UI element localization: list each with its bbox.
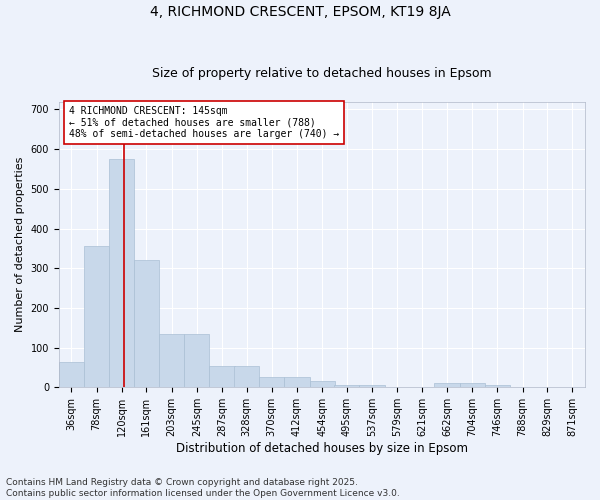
Bar [334,386,359,388]
Bar [134,260,159,388]
Title: Size of property relative to detached houses in Epsom: Size of property relative to detached ho… [152,66,492,80]
Bar [310,382,335,388]
Bar [234,366,259,388]
Bar [359,386,385,388]
X-axis label: Distribution of detached houses by size in Epsom: Distribution of detached houses by size … [176,442,468,455]
Bar [59,362,84,388]
Bar [209,366,235,388]
Bar [184,334,209,388]
Bar [109,159,134,388]
Bar [284,378,310,388]
Bar [259,378,284,388]
Text: Contains HM Land Registry data © Crown copyright and database right 2025.
Contai: Contains HM Land Registry data © Crown c… [6,478,400,498]
Bar [159,334,184,388]
Bar [84,246,109,388]
Text: 4, RICHMOND CRESCENT, EPSOM, KT19 8JA: 4, RICHMOND CRESCENT, EPSOM, KT19 8JA [149,5,451,19]
Y-axis label: Number of detached properties: Number of detached properties [15,156,25,332]
Bar [460,384,485,388]
Bar [434,384,460,388]
Text: 4 RICHMOND CRESCENT: 145sqm
← 51% of detached houses are smaller (788)
48% of se: 4 RICHMOND CRESCENT: 145sqm ← 51% of det… [70,106,340,139]
Bar [485,386,510,388]
